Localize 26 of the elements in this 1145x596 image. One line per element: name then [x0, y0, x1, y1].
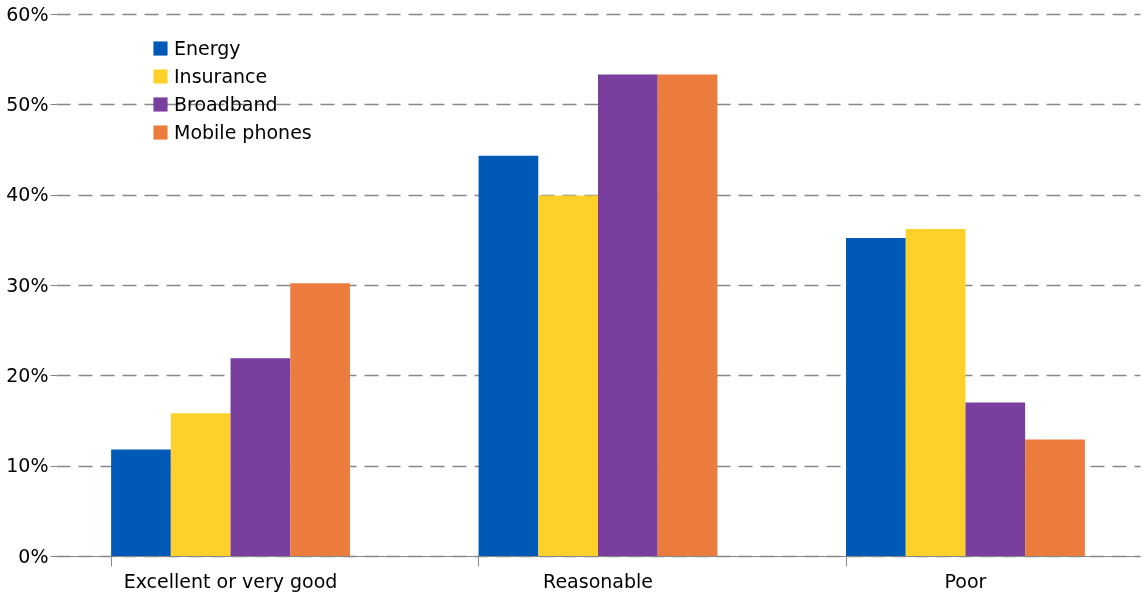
- bar: [598, 74, 658, 556]
- y-tick-label: 10%: [6, 454, 49, 477]
- x-tick-label: Excellent or very good: [123, 569, 338, 592]
- x-tick-label: Reasonable: [543, 569, 653, 592]
- y-tick-label: 50%: [6, 92, 49, 115]
- x-tick-label: Poor: [944, 569, 987, 592]
- bar: [170, 413, 231, 556]
- y-tick-label: 20%: [6, 363, 49, 386]
- bar: [846, 238, 906, 556]
- bar: [230, 358, 291, 556]
- y-tick-label: 0%: [18, 544, 49, 567]
- y-tick-label: 40%: [6, 183, 49, 206]
- bar: [1025, 439, 1085, 556]
- y-tick-label: 60%: [6, 2, 49, 25]
- bar: [111, 449, 171, 556]
- bar: [290, 283, 350, 556]
- bar: [538, 195, 598, 556]
- bar: [965, 402, 1026, 556]
- bar: [657, 74, 718, 556]
- y-tick-label: 30%: [6, 273, 49, 296]
- legend-label: Insurance: [174, 64, 268, 87]
- legend-label: Broadband: [174, 92, 278, 115]
- legend-label: Energy: [174, 36, 241, 59]
- bar: [478, 155, 539, 556]
- legend-label: Mobile phones: [174, 120, 312, 143]
- bar: [905, 228, 966, 556]
